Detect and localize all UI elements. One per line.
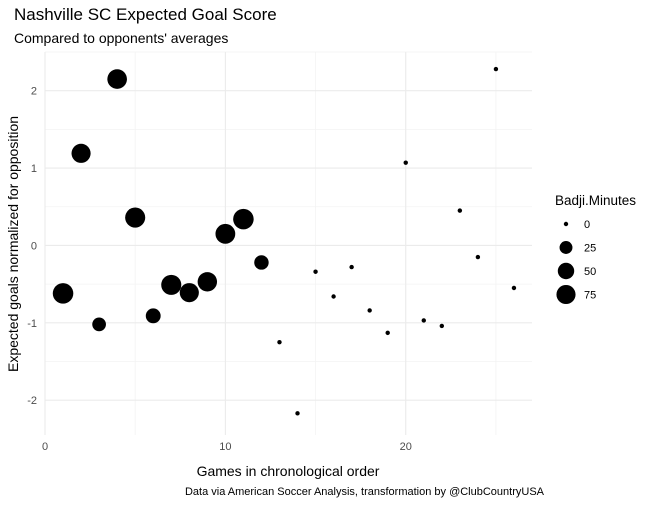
data-point bbox=[277, 339, 282, 345]
x-tick-label: 0 bbox=[42, 441, 48, 453]
x-tick-label: 10 bbox=[219, 441, 231, 453]
data-point bbox=[92, 317, 106, 332]
plot-panel bbox=[45, 52, 532, 435]
data-point bbox=[385, 330, 390, 336]
legend-label: 0 bbox=[584, 219, 590, 231]
data-point bbox=[233, 208, 254, 230]
data-point bbox=[313, 269, 318, 274]
data-point bbox=[52, 283, 74, 304]
data-point bbox=[197, 272, 218, 292]
minor-gridlines bbox=[45, 51, 532, 435]
x-tick-label: 20 bbox=[400, 441, 412, 453]
data-points bbox=[52, 66, 517, 416]
data-point bbox=[403, 160, 408, 165]
data-point bbox=[71, 143, 91, 163]
y-tick-labels: -2 -1 0 1 2 bbox=[27, 86, 37, 407]
y-tick-label: -2 bbox=[27, 395, 37, 407]
y-tick-label: 2 bbox=[31, 86, 37, 98]
data-point bbox=[439, 323, 445, 329]
data-point bbox=[161, 274, 182, 295]
chart-caption: Data via American Soccer Analysis, trans… bbox=[184, 486, 544, 498]
y-axis-title: Expected goals normalized for opposition bbox=[5, 116, 21, 372]
x-axis-title: Games in chronological order bbox=[197, 463, 380, 479]
data-point bbox=[295, 411, 300, 416]
legend: Badji.Minutes 0 25 50 75 bbox=[555, 193, 636, 305]
data-point bbox=[367, 308, 372, 313]
x-tick-labels: 0 10 20 bbox=[42, 441, 412, 453]
data-point bbox=[421, 318, 426, 323]
data-point bbox=[254, 255, 269, 270]
data-point bbox=[457, 208, 463, 213]
data-point bbox=[215, 223, 236, 244]
y-tick-label: 1 bbox=[31, 163, 37, 175]
legend-key-dot bbox=[557, 262, 575, 280]
y-tick-label: 0 bbox=[31, 240, 37, 252]
data-point bbox=[179, 283, 199, 303]
legend-label: 25 bbox=[584, 243, 596, 255]
data-point bbox=[145, 308, 161, 324]
data-point bbox=[331, 294, 336, 299]
legend-label: 75 bbox=[584, 290, 596, 302]
data-point bbox=[511, 285, 517, 291]
legend-keys: 0 25 50 75 bbox=[556, 219, 596, 305]
data-point bbox=[349, 264, 354, 270]
chart-title: Nashville SC Expected Goal Score bbox=[14, 5, 277, 24]
data-point bbox=[493, 66, 499, 72]
legend-key-dot bbox=[563, 221, 569, 227]
legend-label: 50 bbox=[584, 266, 596, 278]
data-point bbox=[125, 207, 146, 228]
major-gridlines bbox=[44, 52, 532, 435]
legend-title: Badji.Minutes bbox=[555, 193, 636, 208]
chart-subtitle: Compared to opponents' averages bbox=[14, 30, 229, 46]
legend-key-dot bbox=[556, 284, 576, 305]
y-tick-label: -1 bbox=[27, 318, 37, 330]
legend-key-dot bbox=[559, 241, 573, 254]
data-point bbox=[475, 254, 481, 260]
data-point bbox=[107, 69, 127, 89]
